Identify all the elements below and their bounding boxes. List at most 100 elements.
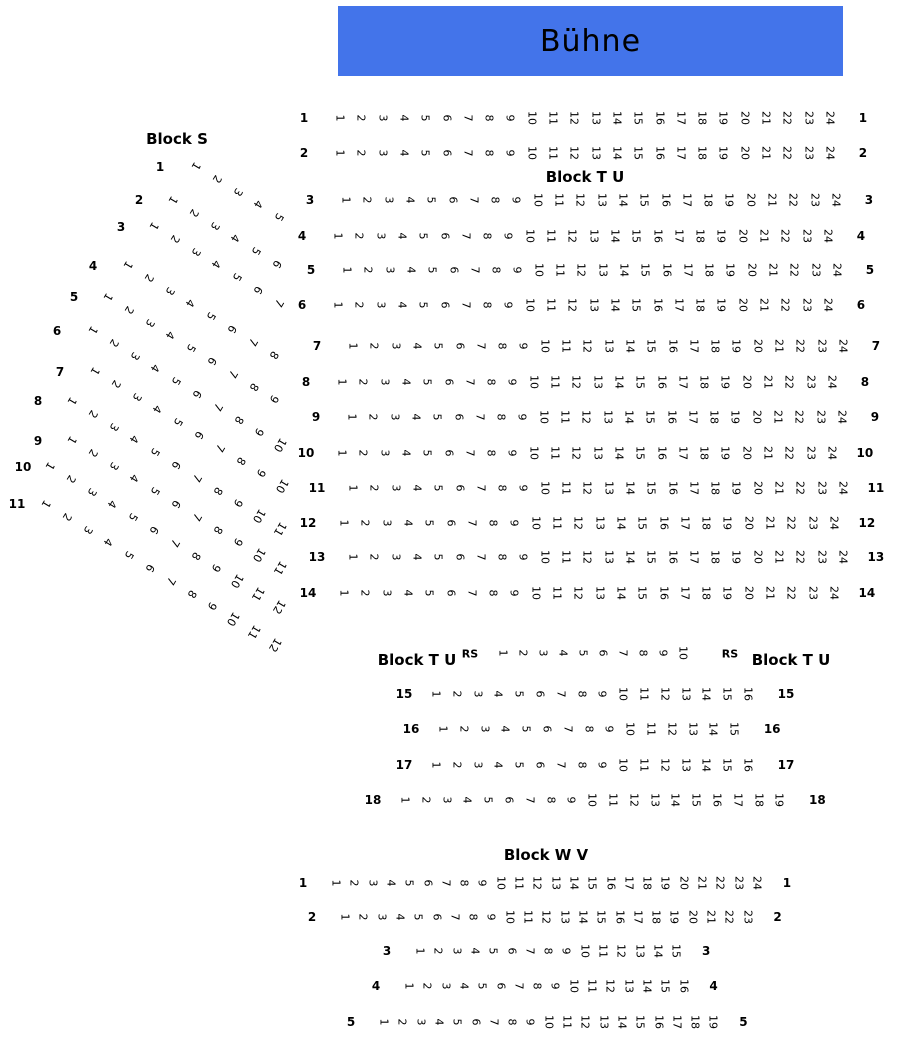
seat: 4 — [105, 498, 120, 511]
seat: 8 — [530, 982, 544, 990]
seat: 4 — [432, 1018, 446, 1026]
seat: 1 — [335, 378, 349, 386]
seat: 17 — [622, 876, 636, 890]
seat: 4 — [491, 761, 505, 769]
seat: 10 — [525, 146, 539, 160]
seat: 10 — [273, 476, 292, 496]
seat: 12 — [539, 910, 553, 924]
seat: 3 — [383, 266, 397, 274]
seat: 7 — [554, 690, 568, 698]
row-label-left: 16 — [402, 722, 420, 736]
seat: 23 — [815, 339, 829, 353]
seat: 8 — [482, 149, 496, 157]
seat: 5 — [430, 413, 444, 421]
row-label-left: 4 — [297, 229, 307, 243]
seat: 2 — [354, 149, 368, 157]
seat: 12 — [665, 722, 679, 736]
seat: 10 — [529, 516, 543, 530]
row-label-left: 8 — [33, 394, 43, 408]
seat: 23 — [802, 111, 816, 125]
seat: 19 — [667, 910, 681, 924]
seat: 8 — [188, 549, 203, 562]
seat: 5 — [183, 341, 199, 355]
seat: 12 — [614, 944, 628, 958]
seat: 3 — [188, 245, 203, 258]
seat: 13 — [549, 876, 563, 890]
row-label-left: 17 — [395, 758, 413, 772]
seat: 9 — [267, 393, 282, 406]
seat: 20 — [751, 550, 765, 564]
seat: 6 — [438, 232, 451, 240]
seat: 16 — [657, 516, 670, 530]
seat: 10 — [537, 410, 551, 424]
row-label-right: 15 — [777, 687, 795, 701]
seat: 8 — [486, 519, 500, 527]
seat: 20 — [751, 339, 765, 353]
seat: 5 — [512, 690, 526, 698]
seat: 16 — [655, 446, 668, 460]
seat: 15 — [633, 446, 647, 460]
seat: 1 — [165, 193, 181, 207]
seat: 22 — [782, 375, 796, 389]
seat: 2 — [356, 913, 370, 921]
seat: 7 — [474, 553, 488, 561]
seat: 4 — [401, 519, 415, 527]
seat: 6 — [224, 322, 240, 336]
seat: 5 — [418, 149, 432, 157]
seat: 11 — [637, 758, 651, 772]
seat: 2 — [450, 761, 464, 769]
seat: 1 — [64, 394, 80, 408]
seat: 9 — [548, 982, 562, 990]
seat: 8 — [489, 266, 503, 274]
seat: 19 — [714, 229, 728, 243]
row-label-right: 14 — [858, 586, 876, 600]
seat: 2 — [361, 266, 375, 274]
seat: 10 — [527, 446, 541, 460]
seat: 2 — [108, 377, 124, 391]
seat: 19 — [772, 793, 786, 807]
seat: 18 — [707, 410, 721, 424]
seat: 2 — [420, 982, 434, 990]
seat: 17 — [731, 793, 745, 807]
seat: 5 — [420, 378, 434, 386]
seat: 24 — [821, 298, 835, 312]
seat: 17 — [678, 586, 692, 600]
wheelchair-seat: 3 — [536, 649, 550, 657]
seat: 1 — [337, 519, 351, 527]
seat: 18 — [701, 193, 715, 207]
seat: 14 — [610, 111, 624, 125]
seat: 4 — [491, 690, 505, 698]
seat: 14 — [608, 298, 622, 312]
seat: 5 — [125, 510, 141, 524]
seat: 15 — [669, 944, 683, 958]
seat: 22 — [713, 876, 727, 890]
seat: 13 — [591, 446, 605, 460]
seat: 5 — [422, 519, 436, 527]
seat: 21 — [766, 263, 780, 277]
seat: 22 — [793, 339, 807, 353]
seat: 1 — [335, 449, 349, 457]
seat: 21 — [771, 410, 785, 424]
seat: 7 — [271, 296, 287, 310]
block-tu-title: Block T U — [545, 168, 625, 186]
seat: 14 — [651, 944, 665, 958]
seat: 2 — [356, 449, 370, 457]
seat: 11 — [585, 979, 599, 993]
row-label-left: 11 — [8, 497, 26, 511]
seat: 20 — [740, 446, 754, 460]
seat: 24 — [829, 193, 843, 207]
seat: 10 — [494, 876, 508, 890]
seat: 18 — [697, 446, 711, 460]
seat: 15 — [644, 550, 658, 564]
seat: 2 — [352, 232, 366, 240]
seat: 5 — [147, 484, 163, 498]
seat: 3 — [380, 519, 394, 527]
seat: 20 — [736, 229, 750, 243]
seat: 18 — [695, 146, 709, 160]
seat: 16 — [657, 586, 670, 600]
seat: 2 — [141, 271, 157, 285]
seat: 10 — [250, 545, 269, 565]
seat: 5 — [147, 445, 163, 459]
seat: 15 — [643, 410, 657, 424]
row-label-left: 8 — [301, 375, 311, 389]
